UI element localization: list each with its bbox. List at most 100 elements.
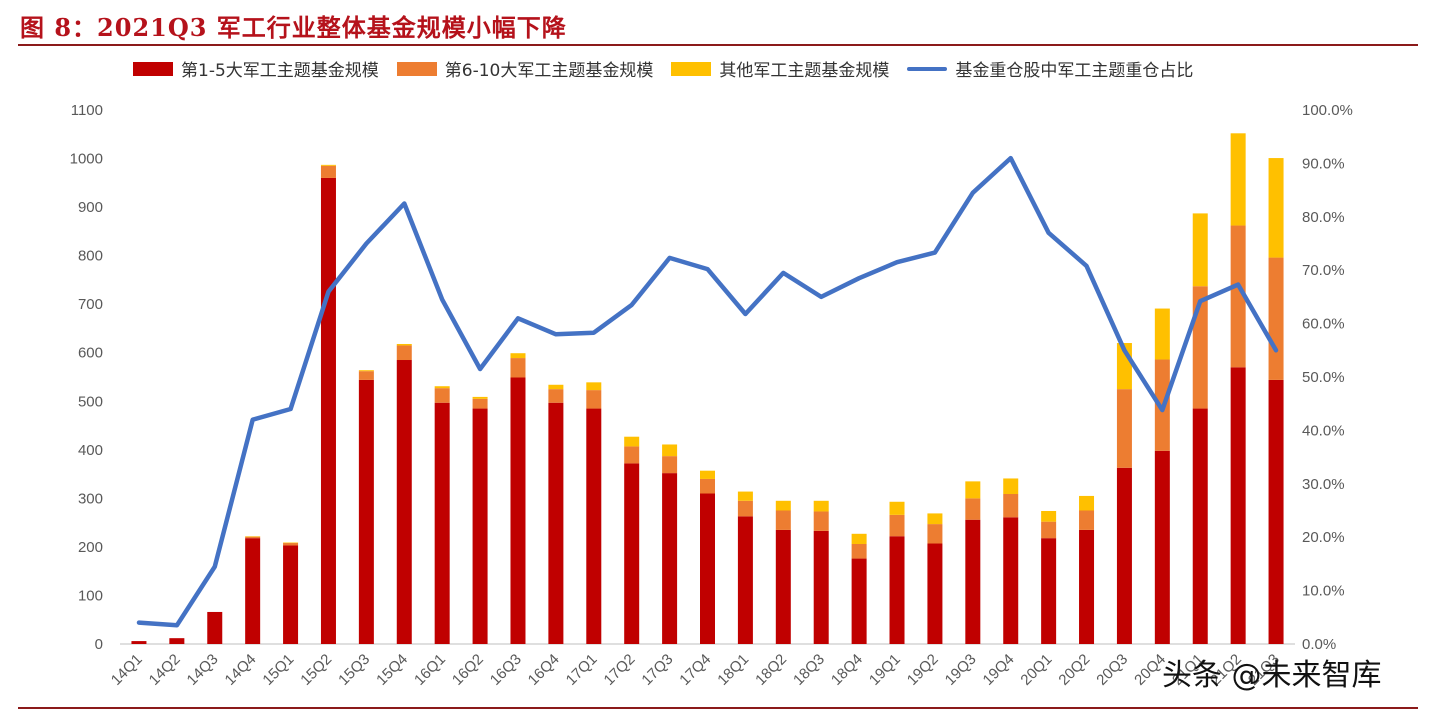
legend-swatch-top6to10: [396, 61, 437, 76]
ratio-point: [1160, 408, 1164, 412]
bar-top5: [1192, 408, 1208, 644]
ratio-point: [1047, 231, 1051, 235]
bar-top6to10: [813, 511, 829, 531]
bar-other: [737, 491, 753, 501]
x-tick-label: 16Q1: [411, 651, 449, 689]
bar-other: [396, 343, 412, 346]
bar-top6to10: [965, 498, 981, 520]
ratio-point: [554, 332, 558, 336]
bar-other: [320, 164, 336, 166]
bar-top5: [813, 530, 829, 644]
bar-other: [775, 500, 791, 511]
bar-top6to10: [927, 524, 943, 544]
bar-other: [700, 470, 715, 479]
ratio-point: [1122, 348, 1126, 352]
bar-top6to10: [510, 358, 526, 378]
legend-swatch-other: [671, 61, 712, 76]
x-tick-label: 17Q2: [601, 651, 639, 689]
ratio-point: [326, 290, 330, 294]
y-right-tick-label: 90.0%: [1302, 155, 1345, 172]
y-left-tick-label: 300: [78, 490, 103, 507]
y-left-tick-label: 1100: [71, 102, 103, 119]
watermark: 头条 @未来智库: [1162, 658, 1382, 693]
bar-top5: [965, 519, 981, 644]
ratio-point: [1274, 348, 1278, 352]
bar-other: [1192, 213, 1208, 287]
bar-top6to10: [586, 390, 602, 409]
bar-top6to10: [434, 388, 450, 403]
bar-other: [434, 386, 450, 389]
ratio-point: [895, 260, 899, 264]
ratio-point: [781, 271, 785, 275]
ratio-point: [1085, 264, 1089, 268]
bar-top6to10: [283, 543, 299, 546]
bar-other: [662, 444, 678, 457]
bar-top5: [700, 493, 715, 644]
bar-top5: [548, 402, 564, 644]
x-tick-label: 14Q4: [222, 651, 260, 689]
x-tick-label: 15Q3: [335, 651, 373, 689]
bar-top5: [662, 473, 678, 644]
bar-top6to10: [775, 510, 791, 530]
bar-other: [586, 382, 602, 391]
y-right-tick-label: 0.0%: [1302, 636, 1336, 653]
bar-top5: [927, 543, 943, 644]
bar-top5: [737, 516, 753, 644]
bar-top5: [1003, 517, 1019, 644]
bar-other: [851, 533, 867, 544]
x-tick-label: 18Q1: [714, 651, 752, 689]
ratio-point: [1236, 283, 1240, 287]
y-left-tick-label: 500: [78, 393, 103, 410]
bar-other: [965, 481, 981, 499]
y-left-tick-label: 0: [95, 636, 103, 653]
y-right-tick-label: 10.0%: [1302, 583, 1345, 600]
bar-top6to10: [662, 456, 678, 474]
bar-top6to10: [624, 446, 640, 464]
y-right-tick-label: 50.0%: [1302, 369, 1345, 386]
bar-top6to10: [358, 371, 374, 380]
ratio-point: [478, 367, 482, 371]
bar-other: [624, 436, 640, 447]
x-tick-label: 17Q4: [676, 651, 714, 689]
ratio-point: [933, 251, 937, 255]
bar-other: [1268, 158, 1284, 258]
figure-title: 图 8：2021Q3 军工行业整体基金规模小幅下降: [20, 13, 567, 42]
bar-other: [548, 384, 564, 390]
bar-top6to10: [1003, 493, 1019, 518]
ratio-point: [440, 298, 444, 302]
bar-top5: [889, 536, 905, 644]
ratio-point: [364, 242, 368, 245]
bar-other: [1041, 510, 1057, 522]
y-right-tick-label: 60.0%: [1302, 316, 1345, 333]
bar-top6to10: [320, 165, 336, 178]
bar-other: [1230, 133, 1246, 226]
x-tick-label: 18Q3: [790, 651, 828, 689]
x-tick-label: 14Q2: [146, 651, 184, 689]
bar-other: [1003, 478, 1019, 494]
ratio-point: [175, 623, 179, 627]
legend-label-other: 其他军工主题基金规模: [719, 61, 890, 81]
bar-top6to10: [245, 536, 261, 539]
y-right-tick-label: 70.0%: [1302, 262, 1345, 279]
bar-top5: [1079, 529, 1095, 644]
y-left-tick-label: 100: [78, 587, 103, 604]
bar-top5: [1230, 367, 1246, 644]
bar-top5: [851, 558, 867, 644]
y-left-tick-label: 400: [78, 442, 103, 459]
x-tick-label: 19Q4: [980, 651, 1018, 689]
x-tick-label: 19Q2: [904, 651, 942, 689]
bar-top6to10: [548, 389, 564, 403]
bar-top5: [1041, 538, 1057, 644]
bar-top6to10: [472, 398, 488, 409]
ratio-point: [251, 418, 255, 422]
bar-other: [813, 500, 829, 512]
bar-top6to10: [1268, 257, 1284, 380]
ratio-point: [819, 295, 823, 299]
bar-other: [927, 513, 943, 525]
x-tick-label: 17Q1: [563, 651, 601, 689]
legend: 第1-5大军工主题基金规模 第6-10大军工主题基金规模 其他军工主题基金规模 …: [133, 56, 1211, 81]
x-tick-label: 20Q1: [1017, 651, 1055, 689]
bar-top5: [775, 529, 791, 644]
y-left-tick-label: 200: [78, 539, 103, 556]
